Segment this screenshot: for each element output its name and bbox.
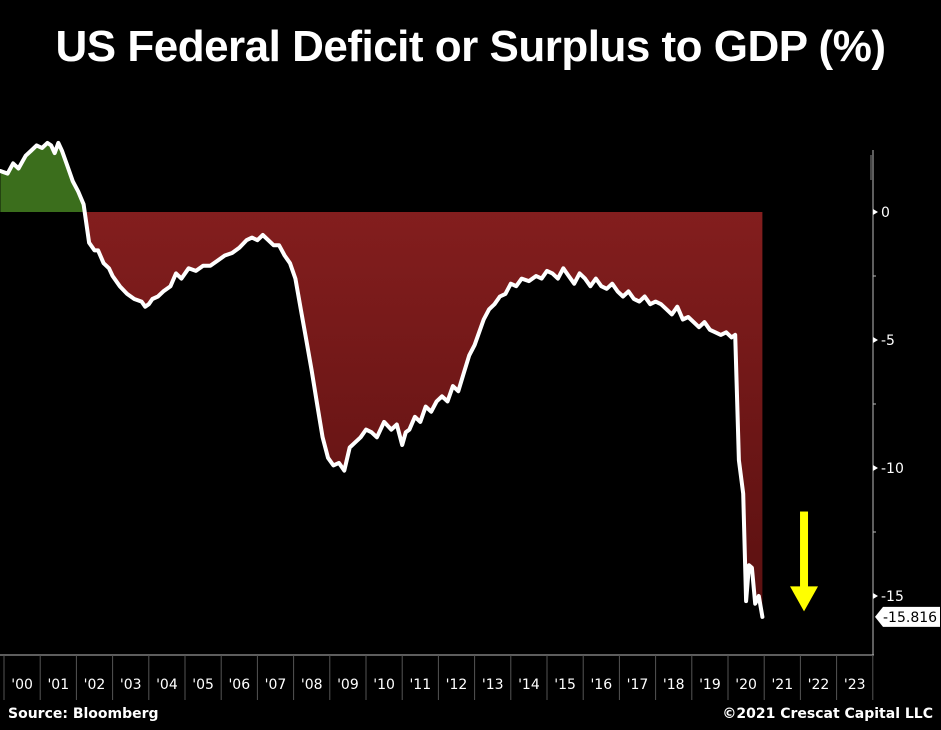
x-tick-label: '09 [337,677,359,693]
y-axis: 0 -5 -10 -15 [870,150,904,655]
x-tick-label: '22 [808,677,830,693]
x-tick-label: '11 [409,677,431,693]
x-tick-label: '16 [590,677,612,693]
x-axis: '00 '01 '02 '03 '04 '05 '06 '07 '08 '09 '10 '11 '12 '… [0,654,874,700]
y-tick-label: -15 [881,589,904,605]
series-line [0,140,765,619]
y-tick-label: -5 [881,333,895,349]
series-line-layer [0,140,765,619]
x-tick-label: '14 [518,677,540,693]
y-tick-mark [873,209,878,215]
x-tick-label: '04 [156,677,178,693]
x-tick-label: '12 [446,677,468,693]
arrow-annotation-layer [790,511,819,612]
y-tick-mark [873,593,878,599]
x-tick-label: '05 [192,677,214,693]
chart-title: US Federal Deficit or Surplus to GDP (%) [55,22,887,71]
x-tick-label: '17 [627,677,649,693]
y-tick-mark [873,465,878,471]
arrow-shaft [800,511,809,588]
x-tick-label: '00 [11,677,33,693]
y-tick-label: -10 [881,461,904,477]
x-tick-label: '20 [735,677,757,693]
x-tick-label: '07 [265,677,287,693]
x-tick-label: '02 [84,677,106,693]
y-tick-mark [873,337,878,343]
deficit-area [0,212,763,617]
surplus-area [0,142,763,212]
x-tick-label: '21 [771,677,793,693]
x-tick-label: '08 [301,677,323,693]
area-fills [0,142,763,617]
arrow-head-icon [790,586,819,612]
last-value-tag-background [875,606,940,627]
x-tick-label: '03 [120,677,142,693]
x-tick-label: '01 [47,677,69,693]
y-tick-label: 0 [881,205,890,221]
x-tick-label: '18 [663,677,685,693]
chart: 0 -5 -10 -15 '00 '01 '02 '03 '04 '05 '06 '07 '08 '09… [0,140,940,700]
last-value-label: -15.816 [883,610,937,626]
x-tick-label: '06 [228,677,250,693]
copyright-note: ©2021 Crescat Capital LLC [722,706,933,722]
last-value-tag: -15.816 [875,606,940,627]
x-tick-label: '19 [699,677,721,693]
x-tick-label: '23 [844,677,866,693]
x-tick-label: '15 [554,677,576,693]
x-tick-label: '13 [482,677,504,693]
source-note: Source: Bloomberg [8,706,159,722]
x-tick-label: '10 [373,677,395,693]
